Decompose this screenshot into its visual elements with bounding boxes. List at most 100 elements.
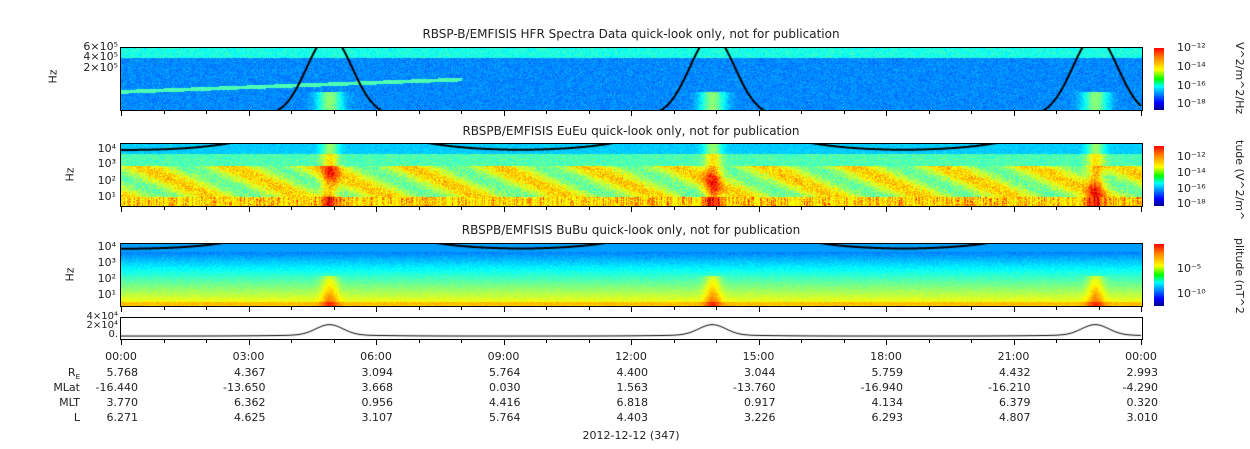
x-tick-mark bbox=[843, 306, 845, 310]
ytick: 4×10⁴ bbox=[86, 311, 118, 322]
colorbar-2-label: tude (V^2/m^ bbox=[1233, 140, 1246, 221]
panel2-title: RBSPB/EMFISIS EuEu quick-look only, not … bbox=[462, 124, 800, 138]
x-tick-mark bbox=[673, 206, 675, 210]
x-tick-mark bbox=[291, 206, 292, 210]
x-tick-mark bbox=[1056, 110, 1057, 114]
cbar-tick: 10⁻¹⁸ bbox=[1177, 97, 1206, 110]
colorbar-3-label: plitude (nT^2 bbox=[1233, 238, 1246, 314]
colorbar-3 bbox=[1154, 244, 1164, 306]
panel1-title: RBSP-B/EMFISIS HFR Spectra Data quick-lo… bbox=[422, 27, 840, 41]
row-label-text: R bbox=[67, 366, 76, 379]
ephemeris-value: 6.362 bbox=[234, 396, 266, 409]
ephemeris-value: 5.768 bbox=[106, 366, 139, 379]
x-tick-mark bbox=[673, 110, 675, 114]
x-tick-mark bbox=[248, 110, 250, 116]
x-tick-mark bbox=[376, 110, 377, 116]
cbar-tick: 10⁻¹⁰ bbox=[1177, 287, 1206, 300]
x-tick-mark bbox=[631, 306, 632, 312]
x-tick-mark bbox=[503, 206, 505, 212]
ephemeris-value: 3.010 bbox=[1126, 411, 1159, 424]
colorbar-2 bbox=[1154, 146, 1164, 206]
ephemeris-value: 4.625 bbox=[234, 411, 266, 424]
x-tick-mark bbox=[588, 339, 590, 343]
ytick: 10³ bbox=[97, 157, 116, 170]
x-tick-mark bbox=[631, 206, 632, 212]
x-tick-mark bbox=[1056, 206, 1057, 210]
ephemeris-value: 4.432 bbox=[999, 366, 1031, 379]
ytick: 10¹ bbox=[97, 288, 116, 301]
ephemeris-value: 6.379 bbox=[999, 396, 1031, 409]
ytick: 4×10⁵ bbox=[83, 50, 118, 63]
x-tick-label: 12:00 bbox=[615, 350, 647, 363]
ephemeris-value: 0.030 bbox=[489, 381, 521, 394]
bubu-spectrogram bbox=[120, 243, 1143, 307]
x-tick-mark bbox=[418, 339, 420, 343]
x-tick-mark bbox=[971, 306, 972, 310]
ephemeris-value: 4.807 bbox=[999, 411, 1031, 424]
x-tick-label: 21:00 bbox=[997, 350, 1030, 363]
ephemeris-value: 6.293 bbox=[871, 411, 904, 424]
x-tick-mark bbox=[546, 306, 547, 310]
ephemeris-value: 0.917 bbox=[744, 396, 776, 409]
x-tick-mark bbox=[418, 206, 420, 210]
x-axis-date-label: 2012-12-12 (347) bbox=[582, 429, 680, 442]
x-tick-mark bbox=[758, 306, 760, 312]
x-tick-mark bbox=[716, 306, 717, 310]
x-tick-mark bbox=[1013, 110, 1015, 116]
x-tick-mark bbox=[928, 339, 930, 343]
x-tick-mark bbox=[333, 110, 335, 114]
x-tick-mark bbox=[248, 339, 250, 345]
x-tick-mark bbox=[461, 306, 462, 310]
x-tick-mark bbox=[461, 110, 462, 114]
x-tick-mark bbox=[418, 110, 420, 114]
x-tick-mark bbox=[248, 306, 250, 312]
x-tick-mark bbox=[121, 339, 122, 345]
ephemeris-value: 4.416 bbox=[489, 396, 521, 409]
ephemeris-value: 4.134 bbox=[871, 396, 904, 409]
x-tick-mark bbox=[801, 206, 802, 210]
ytick: 10² bbox=[97, 272, 116, 285]
ytick: 10¹ bbox=[97, 190, 116, 203]
x-tick-mark bbox=[503, 110, 505, 116]
ephemeris-value: -16.210 bbox=[988, 381, 1031, 394]
panel2-ylabel: Hz bbox=[63, 167, 77, 182]
x-tick-mark bbox=[1141, 339, 1142, 345]
x-tick-mark bbox=[163, 206, 165, 210]
x-tick-mark bbox=[206, 339, 207, 343]
hfr-spectrogram bbox=[120, 47, 1143, 111]
x-tick-mark bbox=[418, 306, 420, 310]
x-tick-mark bbox=[163, 110, 165, 114]
x-tick-mark bbox=[1013, 206, 1015, 212]
x-tick-mark bbox=[758, 110, 760, 116]
x-tick-mark bbox=[121, 110, 122, 116]
x-tick-mark bbox=[971, 339, 972, 343]
x-tick-label: 18:00 bbox=[870, 350, 902, 363]
x-tick-label: 15:00 bbox=[742, 350, 775, 363]
x-tick-mark bbox=[971, 110, 972, 114]
x-tick-mark bbox=[546, 206, 547, 210]
x-tick-mark bbox=[801, 306, 802, 310]
x-tick-mark bbox=[333, 206, 335, 210]
x-tick-mark bbox=[716, 206, 717, 210]
x-tick-mark bbox=[503, 339, 505, 345]
x-tick-mark bbox=[546, 339, 547, 343]
ephemeris-value: 1.563 bbox=[616, 381, 649, 394]
x-tick-mark bbox=[1098, 110, 1100, 114]
ephemeris-value: 3.226 bbox=[744, 411, 776, 424]
ephemeris-value: 5.764 bbox=[489, 411, 521, 424]
ephemeris-value: 5.764 bbox=[489, 366, 521, 379]
ytick: 2×10⁴ bbox=[86, 320, 118, 331]
ephemeris-value: 2.993 bbox=[1126, 366, 1159, 379]
x-tick-mark bbox=[928, 306, 930, 310]
x-tick-mark bbox=[1141, 306, 1142, 312]
x-tick-mark bbox=[886, 339, 887, 345]
x-tick-mark bbox=[1056, 339, 1057, 343]
cbar-tick: 10⁻⁵ bbox=[1177, 262, 1202, 275]
ephemeris-value: 5.759 bbox=[871, 366, 904, 379]
cbar-tick: 10⁻¹² bbox=[1177, 41, 1206, 54]
panel3-ylabel: Hz bbox=[63, 267, 77, 282]
ytick: 10² bbox=[97, 174, 116, 187]
x-tick-mark bbox=[928, 206, 930, 210]
x-tick-mark bbox=[801, 110, 802, 114]
